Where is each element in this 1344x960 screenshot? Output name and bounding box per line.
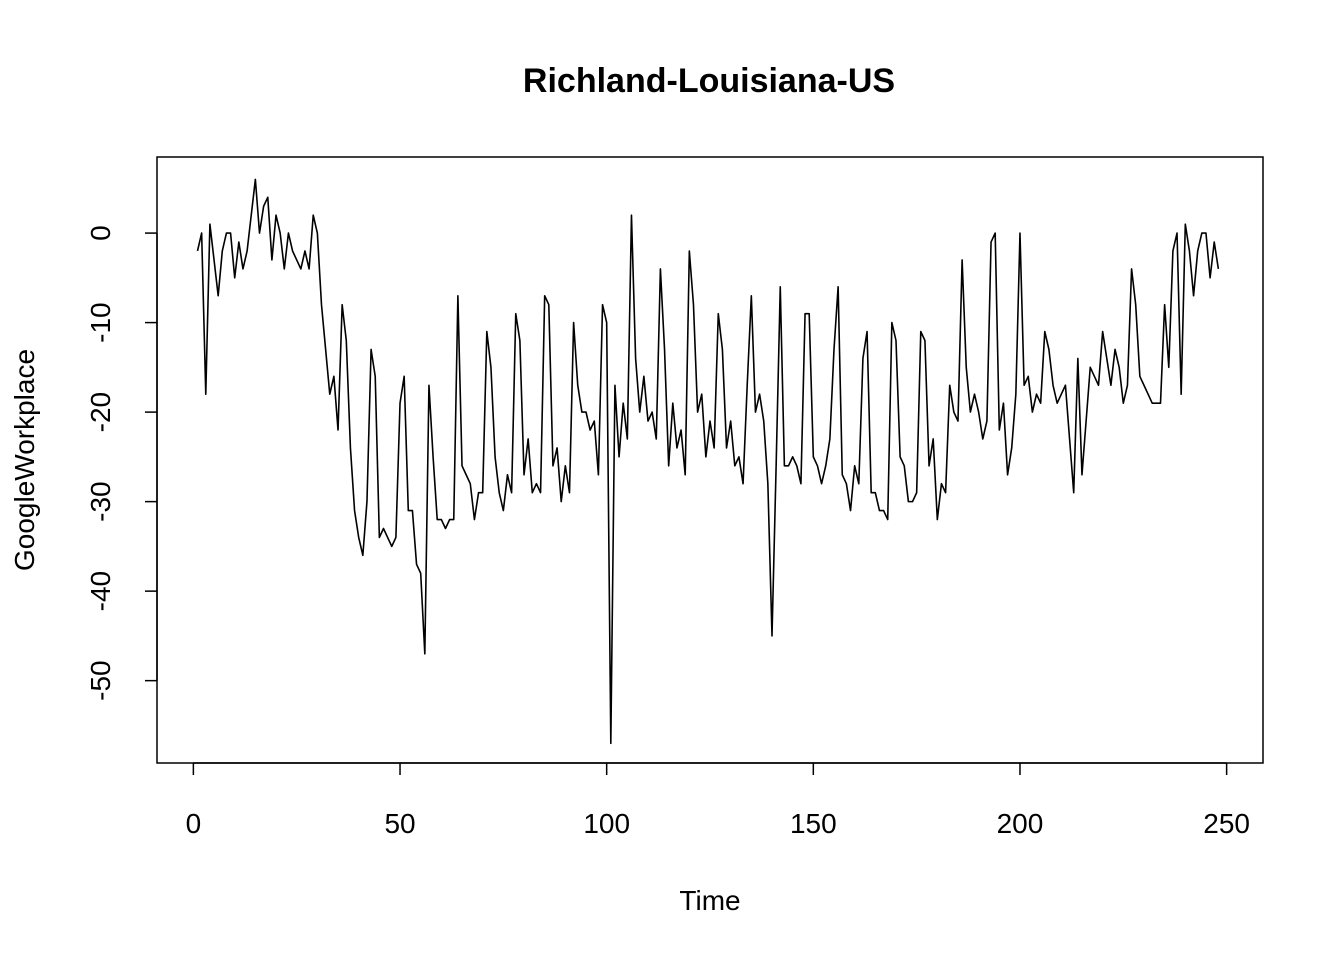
y-tick-label: 0 [85, 225, 116, 241]
x-tick-label: 250 [1203, 808, 1250, 839]
series-line [196, 178, 1220, 745]
y-tick-label: -40 [85, 571, 116, 611]
y-tick-label: -20 [85, 392, 116, 432]
y-tick-label: -30 [85, 481, 116, 521]
x-tick-label: 150 [790, 808, 837, 839]
x-tick-label: 0 [186, 808, 202, 839]
x-axis-label: Time [679, 885, 740, 916]
x-tick-label: 200 [997, 808, 1044, 839]
y-tick-label: -10 [85, 302, 116, 342]
x-tick-label: 50 [384, 808, 415, 839]
y-axis-label: GoogleWorkplace [9, 349, 40, 571]
y-tick-label: -50 [85, 660, 116, 700]
x-axis: 0 50 100 150 200 250 [186, 762, 1250, 839]
x-tick-label: 100 [583, 808, 630, 839]
chart-title: Richland-Louisiana-US [523, 62, 895, 100]
y-axis: 0 -10 -20 -30 -40 -50 [85, 225, 158, 701]
